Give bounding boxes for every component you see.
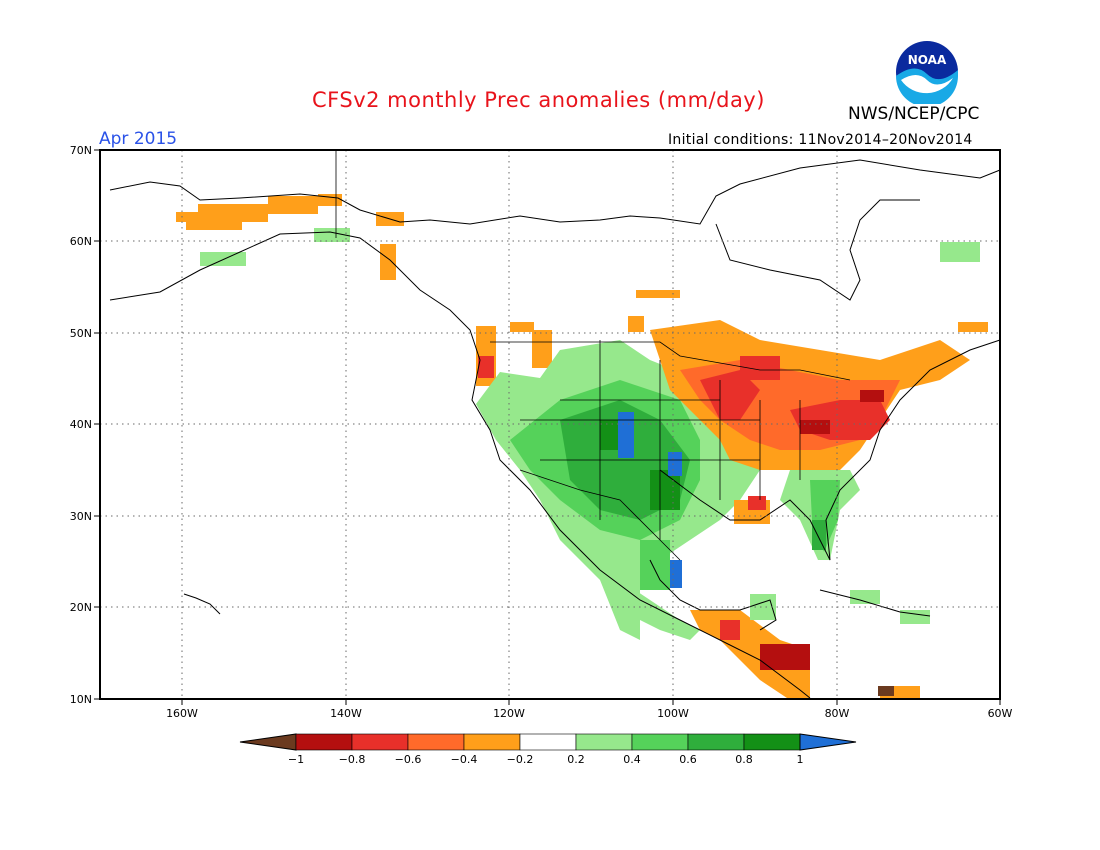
colorbar-arrow-high xyxy=(799,733,857,751)
borders xyxy=(335,150,851,561)
colorbar-label: −0.2 xyxy=(507,753,534,766)
lon-label: 80W xyxy=(825,707,850,720)
forecast-month: Apr 2015 xyxy=(99,129,178,149)
axis-ticks xyxy=(94,149,1001,705)
colorbar-box xyxy=(743,733,801,751)
colorbar-box xyxy=(351,733,409,751)
colorbar-box xyxy=(575,733,633,751)
lat-label: 40N xyxy=(70,418,92,431)
colorbar-box xyxy=(407,733,465,751)
lon-label: 60W xyxy=(988,707,1013,720)
noaa-logo-icon: NOAA xyxy=(896,41,958,104)
colorbar-label: 0.2 xyxy=(567,753,585,766)
colorbar-box xyxy=(519,733,577,751)
lon-label: 140W xyxy=(330,707,362,720)
lat-lon-grid xyxy=(100,150,1000,699)
lon-label: 160W xyxy=(166,707,198,720)
colorbar-box xyxy=(295,733,353,751)
map-title: CFSv2 monthly Prec anomalies (mm/day) xyxy=(312,88,765,112)
lat-label: 60N xyxy=(70,235,92,248)
lat-label: 70N xyxy=(70,144,92,157)
anomaly-shading xyxy=(176,194,988,700)
agency-label: NWS/NCEP/CPC xyxy=(848,104,980,124)
colorbar-label: −1 xyxy=(288,753,304,766)
lat-labels: 70N 60N 50N 40N 30N 20N 10N xyxy=(70,144,92,706)
lat-label: 20N xyxy=(70,601,92,614)
colorbar-label: −0.6 xyxy=(395,753,422,766)
lon-label: 100W xyxy=(657,707,689,720)
colorbar-arrow-low xyxy=(239,733,297,751)
colorbar-label: −0.8 xyxy=(339,753,366,766)
lon-labels: 160W 140W 120W 100W 80W 60W xyxy=(166,707,1012,720)
colorbar-box xyxy=(687,733,745,751)
initial-conditions: Initial conditions: 11Nov2014–20Nov2014 xyxy=(668,132,973,148)
noaa-logo-text: NOAA xyxy=(908,53,947,67)
colorbar-box xyxy=(631,733,689,751)
lat-label: 50N xyxy=(70,327,92,340)
colorbar-label: 0.6 xyxy=(679,753,697,766)
lat-label: 30N xyxy=(70,510,92,523)
colorbar-label: −0.4 xyxy=(451,753,478,766)
colorbar-box xyxy=(463,733,521,751)
lat-label: 10N xyxy=(70,693,92,706)
coastlines xyxy=(109,159,1001,699)
colorbar-label: 0.8 xyxy=(735,753,753,766)
colorbar: −1 −0.8 −0.6 −0.4 −0.2 0.2 0.4 0.6 0.8 1 xyxy=(239,733,857,766)
colorbar-label: 0.4 xyxy=(623,753,641,766)
lon-label: 120W xyxy=(493,707,525,720)
colorbar-label: 1 xyxy=(797,753,804,766)
